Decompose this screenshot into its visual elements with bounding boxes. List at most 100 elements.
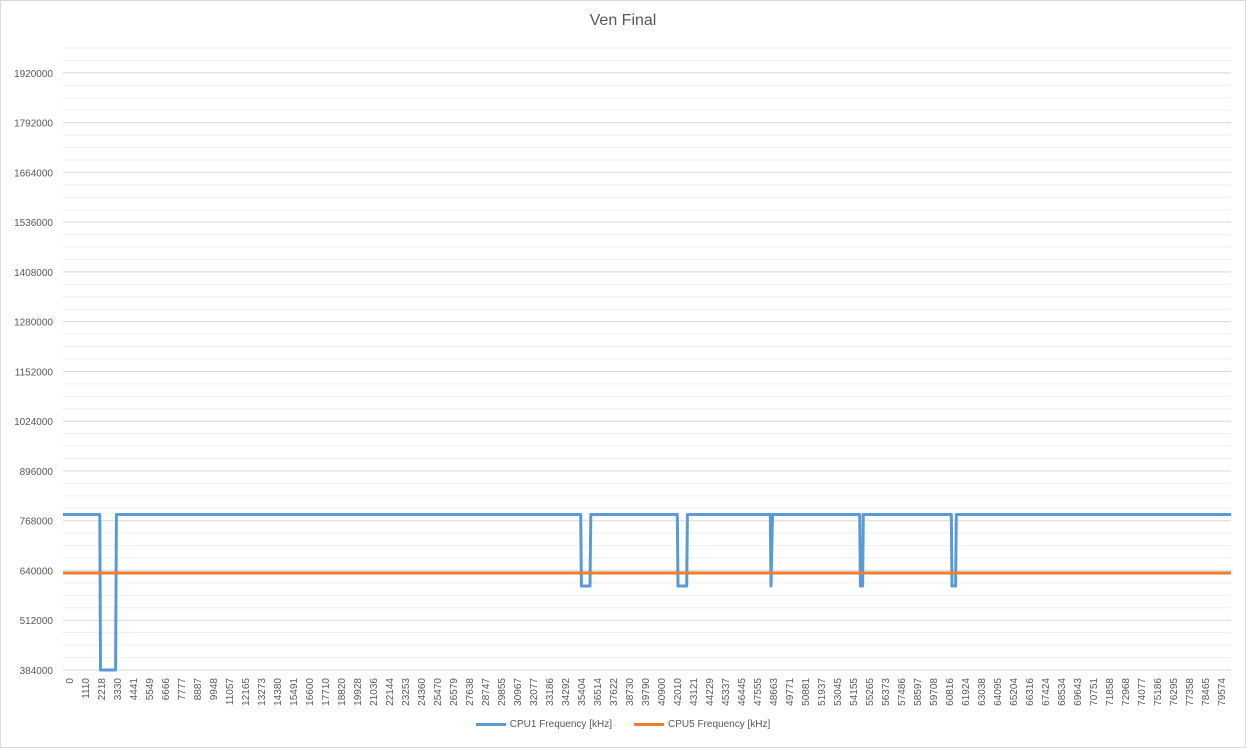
x-tick-label: 40900 bbox=[657, 678, 668, 706]
y-tick-label: 512000 bbox=[20, 616, 54, 627]
x-tick-label: 13273 bbox=[257, 678, 268, 706]
series-line-cpu1 bbox=[63, 513, 1231, 672]
x-tick-label: 4441 bbox=[129, 678, 140, 701]
x-axis-ticks: 0 1110 2218 3330 4441 5549 6666 7777 8887 9948 110… bbox=[65, 678, 1228, 706]
x-tick-label: 28747 bbox=[481, 678, 492, 706]
x-tick-label: 76295 bbox=[1169, 678, 1180, 706]
x-tick-label: 12165 bbox=[241, 678, 252, 706]
x-tick-label: 2218 bbox=[97, 678, 108, 701]
x-tick-label: 45337 bbox=[721, 678, 732, 706]
y-tick-label: 768000 bbox=[20, 517, 54, 528]
legend-label-cpu1: CPU1 Frequency [kHz] bbox=[509, 719, 612, 730]
x-tick-label: 26579 bbox=[449, 678, 460, 706]
x-tick-label: 65204 bbox=[1009, 678, 1020, 706]
x-tick-label: 34292 bbox=[561, 678, 572, 706]
x-tick-label: 18820 bbox=[337, 678, 348, 706]
x-tick-label: 67424 bbox=[1041, 678, 1052, 706]
series-lines bbox=[63, 513, 1231, 672]
x-tick-label: 75186 bbox=[1153, 678, 1164, 706]
x-tick-label: 46445 bbox=[737, 678, 748, 706]
x-tick-label: 27638 bbox=[465, 678, 476, 706]
y-tick-label: 1920000 bbox=[14, 69, 53, 80]
x-tick-label: 30967 bbox=[513, 678, 524, 706]
x-tick-label: 16600 bbox=[305, 678, 316, 706]
x-tick-label: 56373 bbox=[881, 678, 892, 706]
y-tick-label: 1792000 bbox=[14, 119, 53, 130]
x-tick-label: 61924 bbox=[961, 678, 972, 706]
x-tick-label: 39790 bbox=[641, 678, 652, 706]
y-tick-label: 1664000 bbox=[14, 168, 53, 179]
x-tick-label: 19928 bbox=[353, 678, 364, 706]
x-tick-label: 42010 bbox=[673, 678, 684, 706]
y-tick-label: 384000 bbox=[20, 666, 54, 677]
x-tick-label: 71858 bbox=[1105, 678, 1116, 706]
x-tick-label: 5549 bbox=[145, 678, 156, 701]
x-tick-label: 54155 bbox=[849, 678, 860, 706]
x-tick-label: 14380 bbox=[273, 678, 284, 706]
x-tick-label: 8887 bbox=[193, 678, 204, 701]
y-tick-label: 1024000 bbox=[14, 417, 53, 428]
x-tick-label: 77358 bbox=[1185, 678, 1196, 706]
y-tick-label: 1536000 bbox=[14, 218, 53, 229]
x-tick-label: 53045 bbox=[833, 678, 844, 706]
x-tick-label: 44229 bbox=[705, 678, 716, 706]
x-tick-label: 70751 bbox=[1089, 678, 1100, 706]
x-tick-label: 22144 bbox=[385, 678, 396, 706]
x-tick-label: 50881 bbox=[801, 678, 812, 706]
legend: CPU1 Frequency [kHz] CPU5 Frequency [kHz… bbox=[0, 719, 1246, 730]
x-tick-label: 35404 bbox=[577, 678, 588, 706]
x-tick-label: 58597 bbox=[913, 678, 924, 706]
x-tick-label: 32077 bbox=[529, 678, 540, 706]
x-tick-label: 79574 bbox=[1217, 678, 1228, 706]
x-tick-label: 47555 bbox=[753, 678, 764, 706]
y-tick-label: 1280000 bbox=[14, 318, 53, 329]
x-tick-label: 48663 bbox=[769, 678, 780, 706]
gridlines bbox=[63, 47, 1231, 671]
x-tick-label: 6666 bbox=[161, 678, 172, 701]
x-tick-label: 11057 bbox=[225, 678, 236, 706]
x-tick-label: 66316 bbox=[1025, 678, 1036, 706]
x-tick-label: 0 bbox=[65, 678, 76, 684]
x-tick-label: 78465 bbox=[1201, 678, 1212, 706]
chart-title: Ven Final bbox=[589, 12, 657, 29]
x-tick-label: 33186 bbox=[545, 678, 556, 706]
x-tick-label: 9948 bbox=[209, 678, 220, 701]
x-tick-label: 59708 bbox=[929, 678, 940, 706]
x-tick-label: 51937 bbox=[817, 678, 828, 706]
x-tick-label: 29855 bbox=[497, 678, 508, 706]
x-tick-label: 74077 bbox=[1137, 678, 1148, 706]
x-tick-label: 60816 bbox=[945, 678, 956, 706]
x-tick-label: 55265 bbox=[865, 678, 876, 706]
x-tick-label: 1110 bbox=[81, 678, 92, 699]
x-tick-label: 63038 bbox=[977, 678, 988, 706]
legend-swatch-cpu1 bbox=[475, 723, 506, 726]
x-tick-label: 43121 bbox=[689, 678, 700, 706]
x-tick-label: 69643 bbox=[1073, 678, 1084, 706]
x-tick-label: 57486 bbox=[897, 678, 908, 706]
x-tick-label: 49771 bbox=[785, 678, 796, 706]
x-tick-label: 24360 bbox=[417, 678, 428, 706]
y-axis-ticks: 384000 512000 640000 768000 896000 1024000 115… bbox=[14, 69, 53, 677]
legend-label-cpu5: CPU5 Frequency [kHz] bbox=[668, 719, 771, 730]
x-tick-label: 21036 bbox=[369, 678, 380, 706]
legend-item-cpu1: CPU1 Frequency [kHz] bbox=[475, 719, 612, 730]
x-tick-label: 3330 bbox=[113, 678, 124, 701]
y-tick-label: 896000 bbox=[20, 467, 54, 478]
x-tick-label: 25470 bbox=[433, 678, 444, 706]
y-tick-label: 1408000 bbox=[14, 268, 53, 279]
x-tick-label: 72968 bbox=[1121, 678, 1132, 706]
legend-item-cpu5: CPU5 Frequency [kHz] bbox=[634, 719, 770, 730]
y-tick-label: 640000 bbox=[20, 566, 54, 577]
legend-swatch-cpu5 bbox=[634, 723, 664, 726]
x-tick-label: 37622 bbox=[609, 678, 620, 706]
x-tick-label: 7777 bbox=[177, 678, 188, 701]
x-tick-label: 64095 bbox=[993, 678, 1004, 706]
x-tick-label: 23253 bbox=[401, 678, 412, 706]
x-tick-label: 38730 bbox=[625, 678, 636, 706]
x-tick-label: 17710 bbox=[321, 678, 332, 706]
x-tick-label: 15491 bbox=[289, 678, 300, 706]
x-tick-label: 36514 bbox=[593, 678, 604, 706]
y-tick-label: 1152000 bbox=[15, 367, 54, 378]
